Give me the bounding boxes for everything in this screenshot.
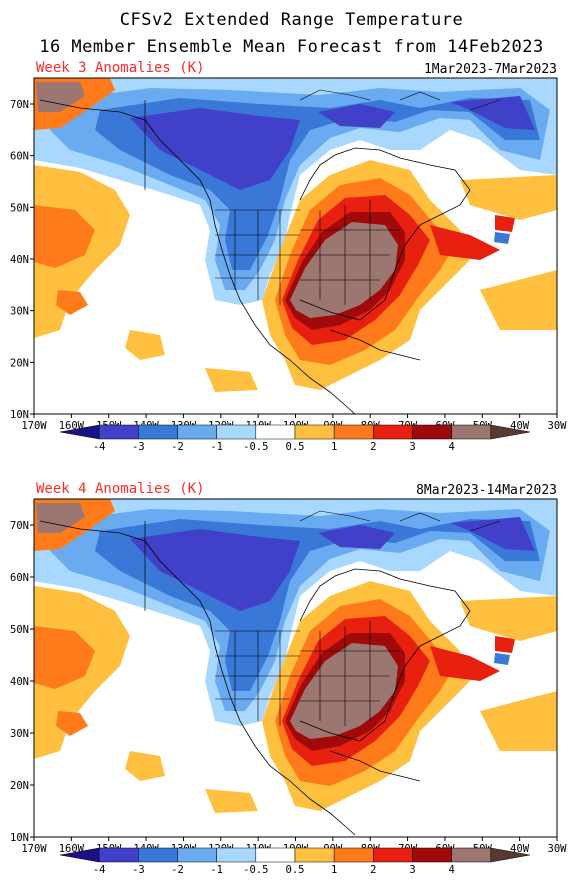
lat-label: 10N [10, 832, 29, 844]
colorbar-swatch [373, 847, 413, 863]
colorbar-swatch [333, 424, 374, 440]
colorbar-swatch [294, 424, 335, 440]
colorbar-tick-label: 4 [449, 864, 455, 876]
lat-label: 50N [10, 624, 29, 636]
title-line-2: 16 Member Ensemble Mean Forecast from 14… [39, 37, 544, 57]
colorbar-tick-label: -4 [93, 441, 106, 453]
colorbar-swatch [138, 847, 178, 863]
colorbar-swatch [177, 847, 217, 863]
colorbar-tick-label: 3 [409, 864, 415, 876]
colorbar-tick-label: -2 [171, 441, 184, 453]
colorbar-tick-label: 2 [370, 864, 376, 876]
lat-label: 70N [10, 520, 29, 532]
colorbar-swatch [98, 424, 139, 440]
lat-label: 70N [10, 99, 29, 111]
colorbar-tick-label: -1 [210, 864, 223, 876]
colorbar-tick-label: -3 [132, 864, 145, 876]
colorbar-swatch [490, 847, 531, 863]
lon-label: 30W [548, 420, 568, 432]
colorbar-tick-label: -0.5 [243, 864, 268, 876]
colorbar-tick-label: 1 [331, 864, 337, 876]
colorbar-tick-label: -3 [132, 441, 145, 453]
colorbar-swatch [177, 424, 217, 440]
colorbar-tick-label: 1 [331, 441, 337, 453]
panel1-dates: 1Mar2023-7Mar2023 [423, 62, 557, 77]
lon-label: 30W [548, 843, 568, 855]
lat-label: 60N [10, 151, 29, 163]
colorbar-swatch [451, 424, 492, 440]
colorbar-swatch [294, 847, 335, 863]
panel2-dates: 8Mar2023-14Mar2023 [416, 483, 557, 498]
lat-label: 30N [10, 306, 29, 318]
map-panel-2 [34, 499, 557, 836]
colorbar-tick-label: -2 [171, 864, 184, 876]
colorbar-tick-label: 4 [449, 441, 455, 453]
lat-label: 20N [10, 357, 29, 369]
lat-label: 50N [10, 202, 29, 214]
colorbar-swatch [490, 424, 531, 440]
colorbar-swatch [412, 847, 452, 863]
panel1-label: Week 3 Anomalies (K) [36, 60, 205, 76]
colorbar-swatch [412, 424, 452, 440]
colorbar-tick-label: -0.5 [243, 441, 268, 453]
lat-label: 10N [10, 409, 29, 421]
colorbar-tick-label: 0.5 [286, 864, 305, 876]
colorbar-swatch [255, 847, 296, 863]
lat-label: 40N [10, 676, 29, 688]
title-line-1: CFSv2 Extended Range Temperature [119, 10, 464, 30]
colorbar-tick-label: 0.5 [286, 441, 305, 453]
colorbar-tick-label: -4 [93, 864, 106, 876]
colorbar-swatch [373, 424, 413, 440]
lon-label: 170W [21, 420, 47, 432]
colorbar-swatch [216, 847, 257, 863]
lat-label: 60N [10, 572, 29, 584]
colorbar-swatch [138, 424, 178, 440]
colorbar-swatch [98, 847, 139, 863]
lat-label: 30N [10, 728, 29, 740]
panel2-label: Week 4 Anomalies (K) [36, 481, 205, 497]
colorbar-tick-label: -1 [210, 441, 223, 453]
lon-label: 170W [21, 843, 47, 855]
colorbar-swatch [451, 847, 492, 863]
map-panel-1 [34, 78, 557, 414]
colorbar-swatch [255, 424, 296, 440]
lon-label: 40W [510, 420, 530, 432]
colorbar-swatch [333, 847, 374, 863]
lon-label: 40W [510, 843, 530, 855]
lat-label: 20N [10, 780, 29, 792]
lat-label: 40N [10, 254, 29, 266]
colorbar-tick-label: 2 [370, 441, 376, 453]
colorbar-tick-label: 3 [409, 441, 415, 453]
colorbar-swatch [216, 424, 257, 440]
